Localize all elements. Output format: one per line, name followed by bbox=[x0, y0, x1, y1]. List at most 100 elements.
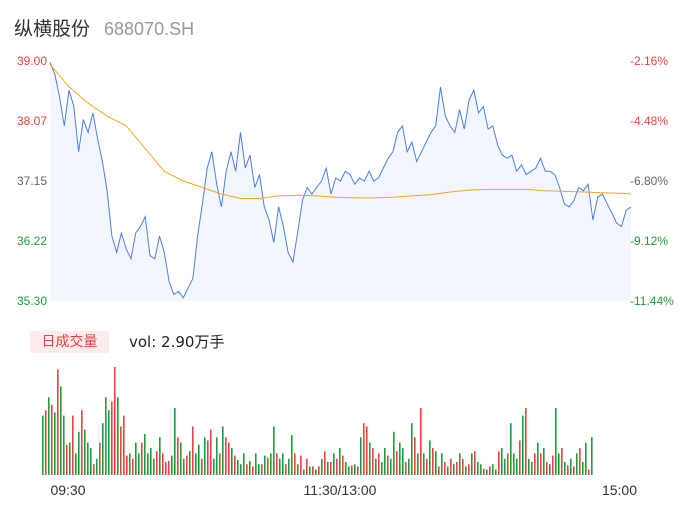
volume-bar bbox=[456, 462, 458, 475]
percent-tick-label: -2.16% bbox=[630, 54, 668, 68]
volume-bar bbox=[426, 458, 428, 475]
volume-bar bbox=[441, 453, 443, 475]
volume-bar bbox=[381, 462, 383, 475]
volume-bar bbox=[330, 462, 332, 475]
volume-bar bbox=[234, 455, 236, 475]
volume-bar bbox=[291, 435, 293, 475]
volume-bar bbox=[108, 410, 110, 475]
volume-bar bbox=[231, 448, 233, 475]
volume-bar bbox=[444, 462, 446, 475]
volume-bar bbox=[540, 453, 542, 475]
percent-tick-label: -9.12% bbox=[630, 234, 668, 248]
volume-bar bbox=[189, 451, 191, 475]
volume-bar bbox=[555, 408, 557, 475]
price-tick-label: 38.07 bbox=[17, 114, 47, 128]
volume-bar bbox=[156, 451, 158, 475]
volume-bar bbox=[378, 453, 380, 475]
volume-bar bbox=[192, 426, 194, 475]
volume-bar bbox=[96, 458, 98, 475]
volume-bar bbox=[237, 459, 239, 475]
volume-bar bbox=[510, 423, 512, 475]
volume-tab-label[interactable]: 日成交量 bbox=[30, 331, 109, 353]
volume-bar bbox=[525, 408, 527, 475]
volume-bar bbox=[153, 458, 155, 475]
volume-bar bbox=[114, 367, 116, 475]
volume-bar bbox=[240, 464, 242, 475]
volume-bar bbox=[552, 455, 554, 475]
volume-bar bbox=[243, 453, 245, 475]
volume-bar bbox=[84, 429, 86, 475]
volume-bar bbox=[504, 458, 506, 475]
volume-bar bbox=[312, 466, 314, 475]
volume-bar bbox=[591, 437, 593, 475]
volume-bar bbox=[438, 466, 440, 475]
price-area-fill bbox=[50, 62, 631, 301]
volume-bar bbox=[318, 466, 320, 475]
volume-bar bbox=[195, 453, 197, 475]
volume-bar bbox=[474, 451, 476, 475]
volume-bar bbox=[363, 423, 365, 475]
volume-bar bbox=[585, 442, 587, 475]
volume-bar bbox=[507, 453, 509, 475]
volume-bar bbox=[384, 448, 386, 475]
volume-bar bbox=[267, 457, 269, 475]
volume-bar bbox=[180, 442, 182, 475]
chart-header: 纵横股份 688070.SH bbox=[14, 14, 195, 40]
volume-bar bbox=[414, 437, 416, 475]
volume-bar bbox=[45, 410, 47, 475]
volume-bar bbox=[207, 440, 209, 475]
volume-bar bbox=[339, 448, 341, 475]
volume-bar bbox=[198, 444, 200, 475]
volume-bar bbox=[576, 453, 578, 475]
volume-bar bbox=[366, 426, 368, 475]
volume-bar bbox=[372, 448, 374, 475]
stock-code: 688070.SH bbox=[104, 19, 195, 39]
volume-bar bbox=[405, 462, 407, 475]
volume-bar bbox=[78, 431, 80, 475]
volume-bar bbox=[93, 464, 95, 475]
average-price-line bbox=[49, 63, 632, 199]
price-tick-label: 37.15 bbox=[17, 174, 47, 188]
volume-bar bbox=[582, 462, 584, 475]
volume-bar bbox=[204, 437, 206, 475]
volume-bar bbox=[165, 462, 167, 475]
volume-bar bbox=[387, 455, 389, 475]
volume-bar bbox=[288, 458, 290, 475]
volume-bar bbox=[297, 464, 299, 475]
volume-bar bbox=[354, 464, 356, 475]
volume-bar bbox=[279, 458, 281, 475]
volume-bar bbox=[411, 423, 413, 475]
volume-bar bbox=[255, 453, 257, 475]
volume-bar bbox=[477, 462, 479, 475]
volume-bar bbox=[483, 468, 485, 475]
volume-bar bbox=[516, 458, 518, 475]
volume-bar bbox=[54, 412, 56, 475]
volume-bar bbox=[564, 462, 566, 475]
volume-bar bbox=[480, 464, 482, 475]
volume-bar bbox=[72, 415, 74, 475]
volume-bar bbox=[216, 437, 218, 475]
volume-bar bbox=[273, 426, 275, 475]
volume-bar bbox=[495, 469, 497, 475]
volume-bar bbox=[135, 442, 137, 475]
volume-bar bbox=[588, 469, 590, 475]
volume-bar bbox=[309, 466, 311, 475]
volume-bar bbox=[249, 461, 251, 475]
volume-bar bbox=[144, 434, 146, 475]
volume-bar bbox=[210, 429, 212, 475]
volume-bar bbox=[306, 458, 308, 475]
stock-name: 纵横股份 bbox=[14, 18, 91, 40]
volume-bar bbox=[147, 453, 149, 475]
volume-bar bbox=[531, 462, 533, 475]
volume-bar bbox=[570, 458, 572, 475]
volume-bar bbox=[42, 415, 44, 475]
volume-bar bbox=[375, 458, 377, 475]
volume-bar bbox=[126, 455, 128, 475]
volume-bar bbox=[213, 458, 215, 475]
volume-bar bbox=[120, 426, 122, 475]
volume-bar bbox=[303, 469, 305, 475]
volume-bar bbox=[501, 448, 503, 475]
volume-bar bbox=[201, 458, 203, 475]
volume-bar bbox=[321, 458, 323, 475]
volume-bar bbox=[87, 442, 89, 475]
